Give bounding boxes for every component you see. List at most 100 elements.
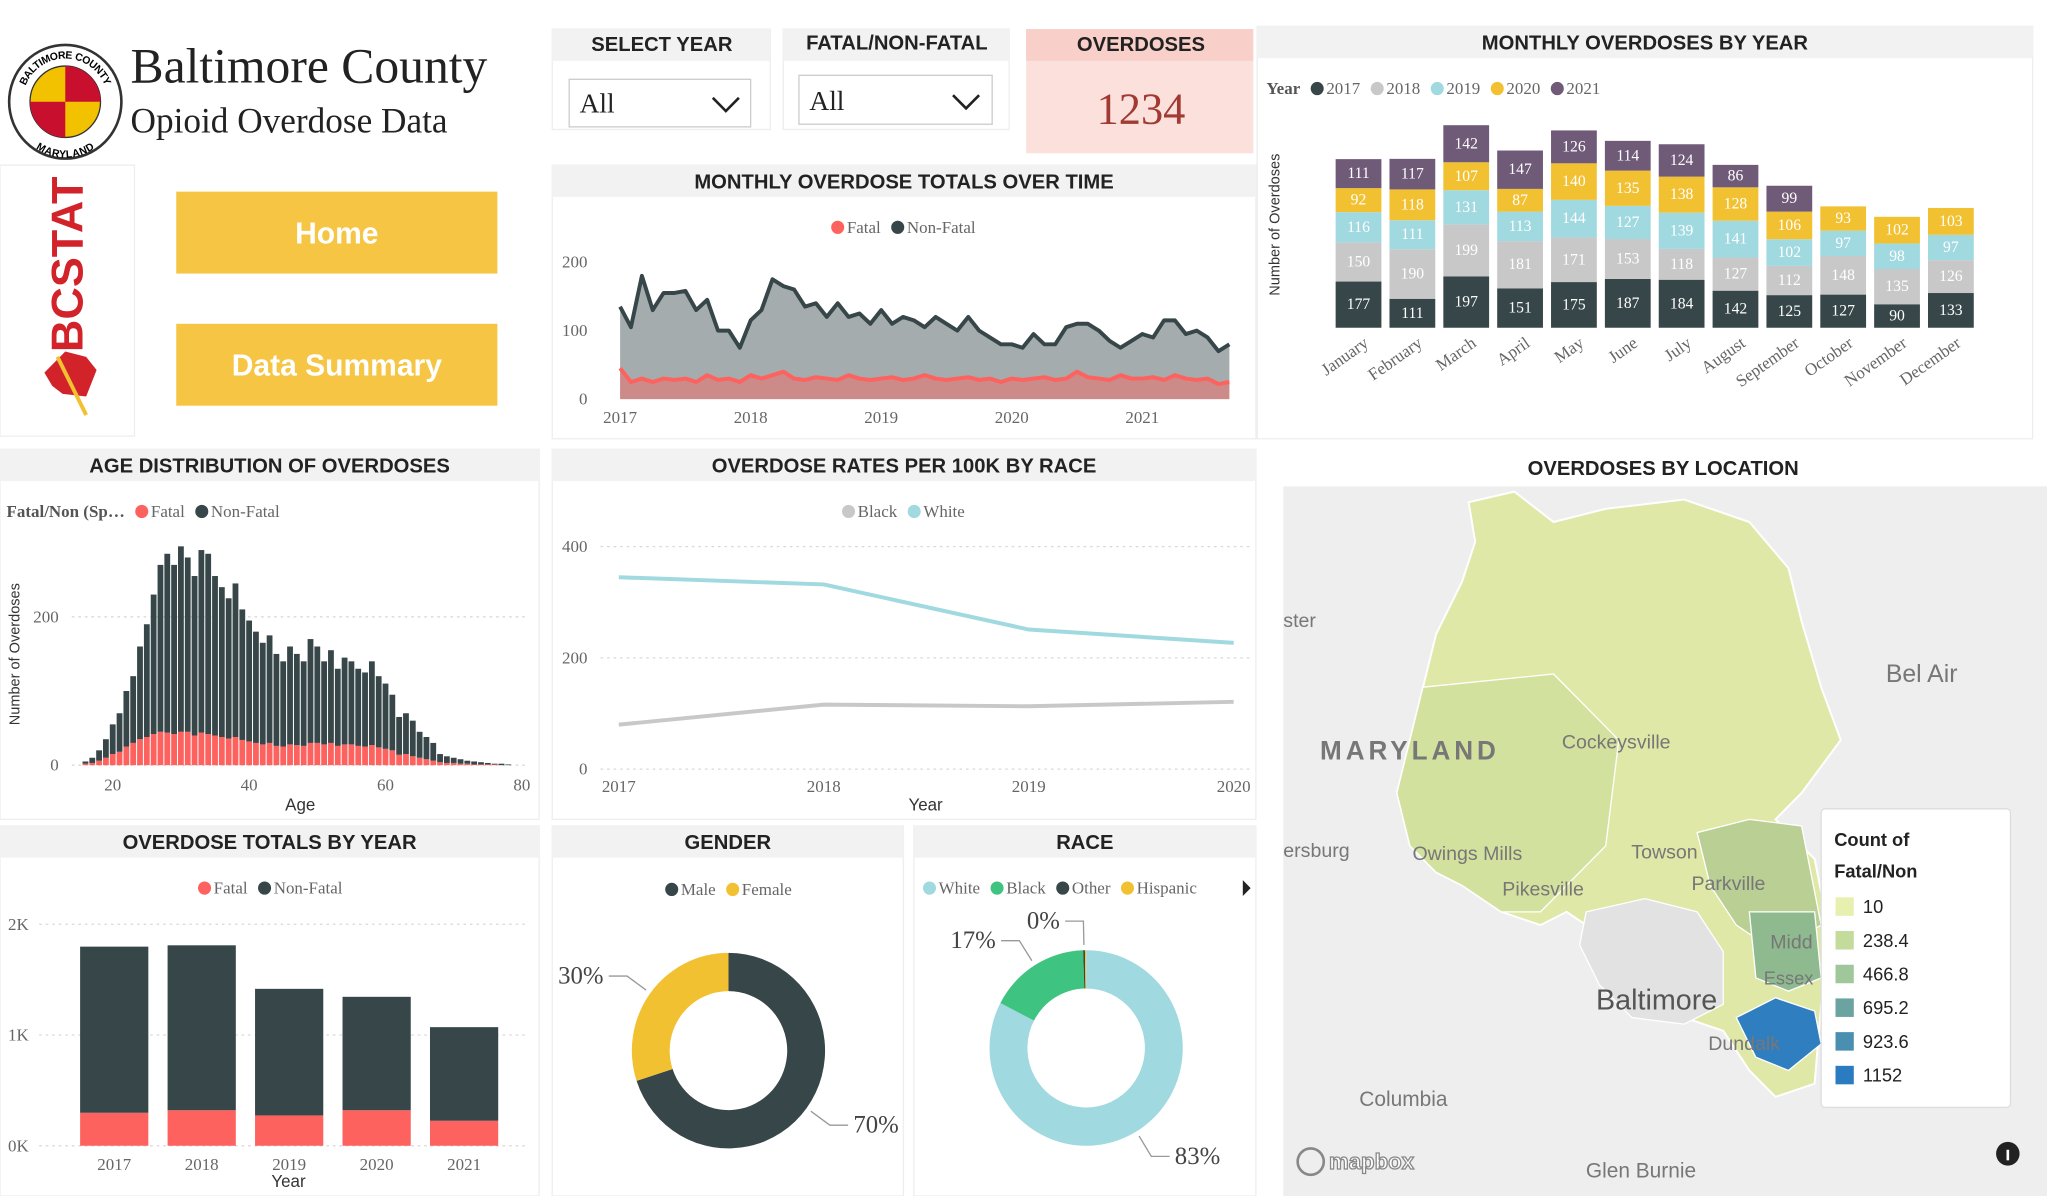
map-legend-label: 238.4 bbox=[1863, 930, 1909, 951]
bar-segment bbox=[450, 762, 457, 766]
dropdown-chevron[interactable] bbox=[711, 96, 740, 113]
seal-quarter bbox=[30, 101, 66, 138]
bar-segment bbox=[1551, 237, 1597, 283]
data-label: 86 bbox=[1728, 168, 1744, 185]
data-label: 114 bbox=[1616, 147, 1639, 164]
bar-segment bbox=[328, 650, 334, 743]
dropdown-value[interactable]: All bbox=[580, 87, 615, 118]
map-label: Parkville bbox=[1691, 873, 1765, 895]
y-tick-label: 1K bbox=[8, 1025, 29, 1044]
leader-line bbox=[608, 975, 647, 991]
donut-slice bbox=[1083, 950, 1086, 989]
button-background[interactable] bbox=[176, 191, 498, 274]
leader-line bbox=[1001, 939, 1033, 962]
bcstat-logo: BCSTAT bbox=[44, 177, 93, 353]
legend-marker bbox=[1056, 881, 1070, 895]
bar-segment bbox=[300, 745, 307, 766]
bar-segment bbox=[396, 716, 403, 755]
panel-background bbox=[551, 164, 1257, 440]
data-label: 139 bbox=[1670, 222, 1694, 239]
bar-segment bbox=[89, 762, 96, 766]
dropdown[interactable] bbox=[798, 74, 993, 125]
chart-title: MONTHLY OVERDOSES BY YEAR bbox=[1482, 33, 1809, 55]
bar-segment bbox=[1443, 224, 1490, 277]
panel-title-bar bbox=[0, 825, 540, 858]
data-label: 125 bbox=[1778, 303, 1802, 320]
bar-segment bbox=[1820, 255, 1867, 295]
seal-quarter bbox=[65, 66, 101, 102]
bar-segment bbox=[341, 744, 348, 766]
dropdown[interactable] bbox=[568, 78, 752, 128]
legend-label: Black bbox=[858, 502, 898, 521]
bar-segment bbox=[437, 762, 443, 766]
filter-title-bar bbox=[552, 29, 771, 61]
button-background[interactable] bbox=[176, 323, 498, 406]
bar-segment bbox=[96, 750, 102, 761]
bar-segment bbox=[109, 724, 116, 755]
bar-segment bbox=[1927, 234, 1974, 261]
home-button[interactable]: Home bbox=[176, 191, 498, 274]
bar-segment bbox=[1766, 295, 1813, 328]
data-label: 102 bbox=[1778, 244, 1801, 261]
y-tick-label: 0 bbox=[579, 390, 587, 409]
bar-segment bbox=[191, 576, 198, 736]
data-label: 199 bbox=[1454, 242, 1478, 259]
map-legend-label: 1152 bbox=[1863, 1065, 1902, 1086]
data-label: 142 bbox=[1454, 135, 1477, 152]
bar-segment bbox=[498, 763, 505, 766]
button-label[interactable]: Home bbox=[295, 217, 378, 250]
dropdown-chevron[interactable] bbox=[952, 94, 981, 111]
bar-segment bbox=[137, 739, 143, 766]
panel-title-bar bbox=[1257, 26, 2033, 59]
area-line bbox=[618, 367, 1230, 387]
bar-segment bbox=[403, 754, 409, 766]
panel-title-bar bbox=[552, 165, 1256, 197]
bar-segment bbox=[1874, 269, 1920, 305]
chart-title: RACE bbox=[1056, 832, 1113, 854]
data-label: 111 bbox=[1347, 165, 1369, 182]
bar-segment bbox=[1497, 241, 1543, 289]
x-axis-label: Year bbox=[908, 795, 943, 814]
info-icon-glyph[interactable] bbox=[2006, 1149, 2010, 1161]
y-tick-label: 0 bbox=[50, 756, 58, 775]
logo-icon bbox=[44, 351, 97, 397]
bar-segment bbox=[443, 756, 450, 763]
bar-segment bbox=[1497, 150, 1543, 189]
bar-segment bbox=[348, 661, 355, 745]
bar-segment bbox=[1389, 220, 1436, 250]
bar-segment bbox=[429, 1120, 499, 1146]
button-label[interactable]: Data Summary bbox=[232, 349, 442, 382]
map-legend-label: 10 bbox=[1863, 896, 1883, 917]
data-summary-button[interactable]: Data Summary bbox=[176, 323, 498, 406]
bar-segment bbox=[280, 661, 287, 747]
bar-segment bbox=[1927, 260, 1974, 294]
x-tick-label: 2017 bbox=[603, 408, 637, 427]
donut-slice bbox=[1000, 950, 1085, 1021]
y-tick-label: 200 bbox=[33, 607, 58, 626]
bar-segment bbox=[334, 745, 341, 766]
bar-segment bbox=[1712, 164, 1759, 188]
bar-segment bbox=[130, 742, 137, 766]
x-tick-label: 2018 bbox=[734, 408, 768, 427]
legend-marker bbox=[891, 220, 905, 234]
map-label: ster bbox=[1283, 610, 1316, 632]
dropdown-value[interactable]: All bbox=[809, 85, 844, 116]
bar-segment bbox=[123, 690, 130, 747]
x-tick-label: 2020 bbox=[995, 408, 1029, 427]
bar-segment bbox=[1443, 190, 1490, 225]
map-legend-title: Count of Fatal/Non bbox=[1834, 828, 1918, 882]
bar-segment bbox=[273, 745, 280, 766]
bar-segment bbox=[416, 731, 423, 758]
bar-segment bbox=[1443, 162, 1490, 191]
page-title: Baltimore County bbox=[131, 38, 488, 93]
map-label: Bel Air bbox=[1886, 660, 1958, 688]
legend: Fatal Non-Fatal bbox=[831, 218, 976, 237]
data-label: 118 bbox=[1401, 196, 1424, 213]
bar-segment bbox=[184, 557, 191, 732]
y-tick-label: 200 bbox=[562, 648, 587, 667]
bar-segment bbox=[198, 732, 205, 766]
bar-segment bbox=[253, 742, 259, 766]
data-label: 17% bbox=[950, 927, 995, 954]
bar-segment bbox=[1335, 212, 1382, 243]
map-legend-swatch bbox=[1835, 931, 1854, 950]
